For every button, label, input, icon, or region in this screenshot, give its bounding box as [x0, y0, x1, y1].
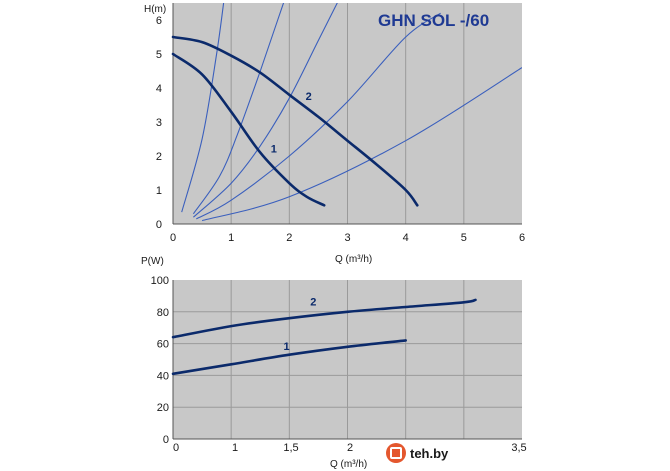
y-tick-label: 60: [157, 339, 169, 351]
y-tick-label: 1: [156, 185, 162, 197]
head-flow-y-ticks: 0 1 2 3 4 5 6: [156, 15, 162, 231]
power-curve-1-label: 1: [284, 341, 290, 353]
y-tick-label: 2: [156, 151, 162, 163]
system-curve-4: [196, 12, 441, 220]
y-tick-label: 4: [156, 83, 162, 95]
x-tick-label: 5: [461, 232, 467, 244]
curve-1-label: 1: [271, 144, 277, 156]
x-tick-label: 0: [173, 442, 179, 454]
y-tick-label: 0: [156, 219, 162, 231]
y-tick-label: 0: [163, 434, 169, 446]
pump-curve-1: [171, 52, 326, 207]
head-flow-grid: [172, 3, 522, 225]
system-curve-5: [201, 67, 522, 222]
power-flow-x-ticks: 011,522,53,5: [173, 442, 527, 454]
flow-axis-label: Q (m³/h): [335, 254, 372, 265]
power-flow-curve-labels: 12: [284, 296, 317, 353]
power-curve-2-label: 2: [310, 296, 316, 308]
power-curve-1: [171, 339, 407, 376]
watermark-text: teh.by: [410, 445, 449, 461]
power-curve-2: [171, 298, 477, 339]
head-flow-series: [171, 35, 419, 207]
x-tick-label: 0: [170, 232, 176, 244]
y-tick-label: 6: [156, 15, 162, 27]
x-tick-label: 2: [347, 442, 353, 454]
pump-curve-2: [171, 35, 419, 207]
x-tick-label: 3,5: [511, 442, 526, 454]
system-curve-2: [192, 3, 285, 215]
power-flow-axis-label: Q (m³/h): [330, 459, 367, 470]
y-tick-label: 5: [156, 49, 162, 61]
teh-logo-icon: [386, 443, 406, 463]
y-tick-label: 40: [157, 370, 169, 382]
system-curves: [181, 3, 522, 222]
head-flow-curve-labels: 12: [271, 91, 312, 156]
power-flow-y-ticks: 0 20 40 60 80 100: [151, 275, 169, 446]
y-tick-label: 20: [157, 402, 169, 414]
head-axis-label: H(m): [144, 4, 166, 15]
power-axis-label: P(W): [141, 256, 164, 267]
x-tick-label: 2: [286, 232, 292, 244]
x-tick-label: 3: [344, 232, 350, 244]
curve-2-label: 2: [306, 91, 312, 103]
y-tick-label: 80: [157, 307, 169, 319]
x-tick-label: 4: [403, 232, 409, 244]
x-tick-label: 1: [228, 232, 234, 244]
y-tick-label: 100: [151, 275, 169, 287]
x-tick-label: 1: [232, 442, 238, 454]
head-flow-x-ticks: 0 1 2 3 4 5 6: [170, 232, 525, 244]
x-tick-label: 1,5: [283, 442, 298, 454]
system-curve-1: [181, 3, 225, 213]
power-flow-series: [171, 298, 477, 376]
system-curve-3: [193, 3, 338, 218]
y-tick-label: 3: [156, 117, 162, 129]
watermark: teh.by: [384, 440, 455, 466]
x-tick-label: 6: [519, 232, 525, 244]
chart-title: GHN SOL -/60: [378, 11, 489, 30]
